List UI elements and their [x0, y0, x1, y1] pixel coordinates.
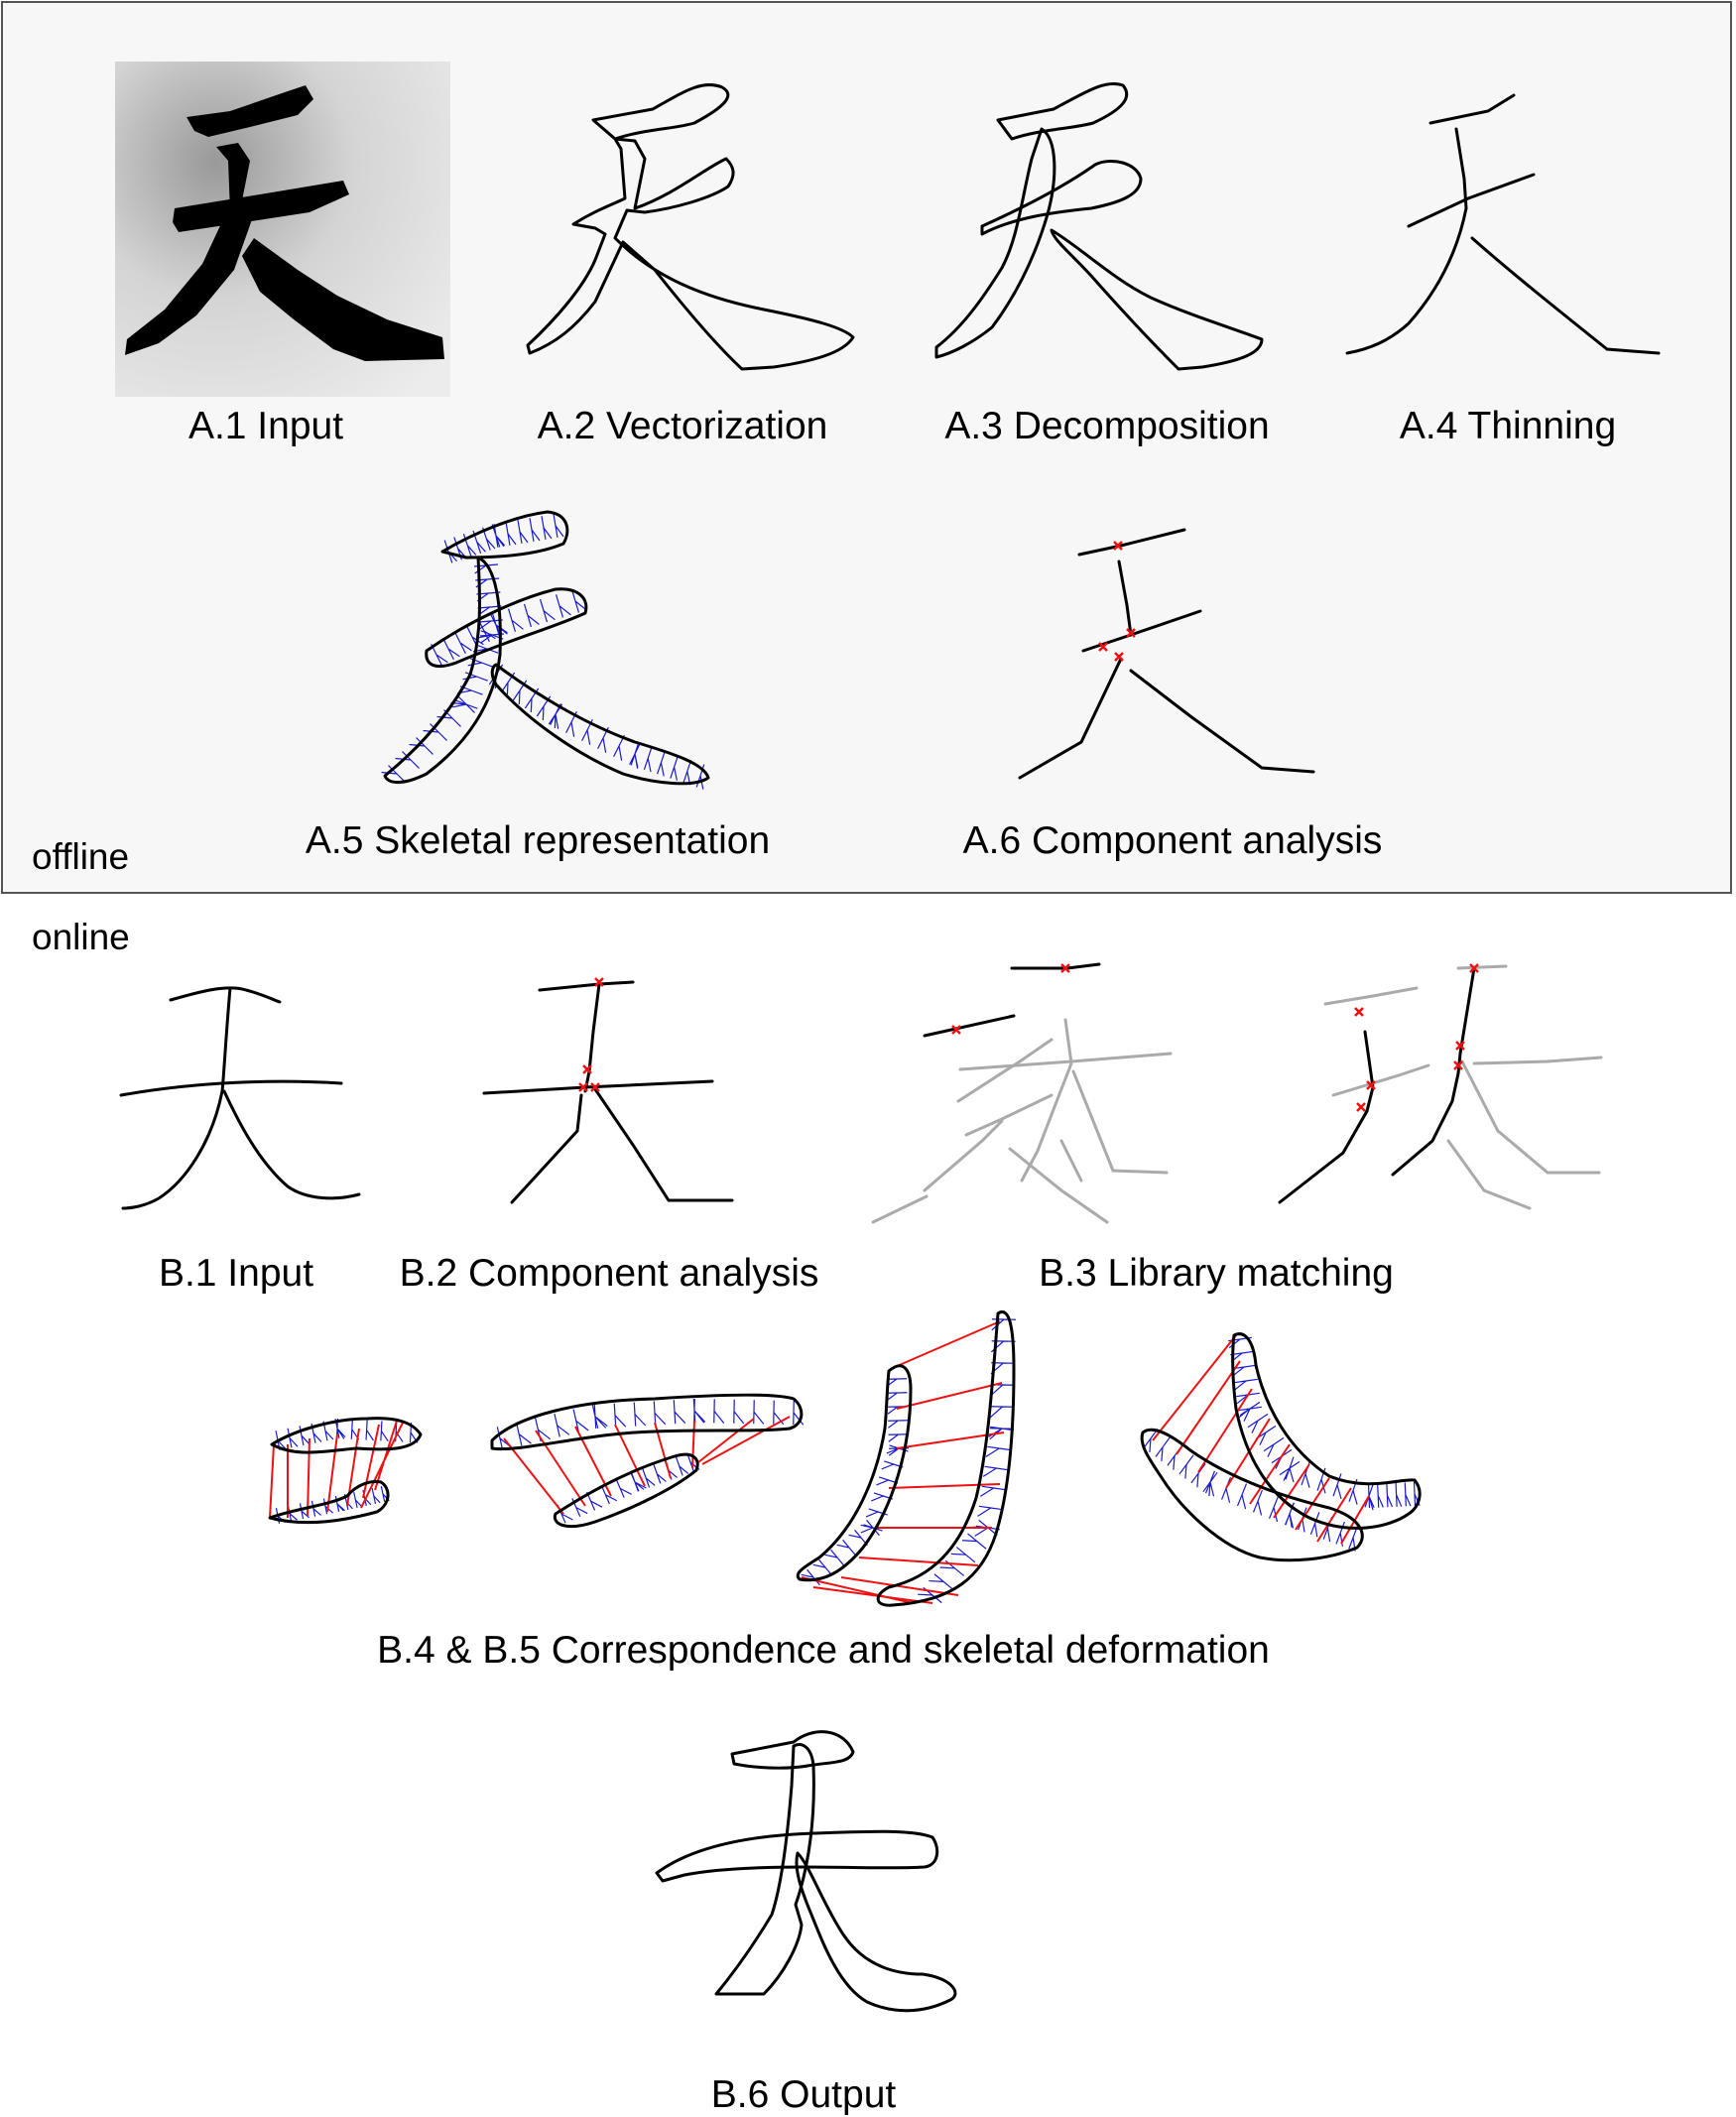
caption-b45: B.4 & B.5 Correspondence and skeletal de… [377, 1629, 1270, 1672]
b3-library-match-2 [1278, 963, 1603, 1210]
skeleton-fan-lines [918, 1318, 1017, 1604]
caption-a5: A.5 Skeletal representation [305, 819, 771, 862]
skeleton-fan-lines [431, 589, 587, 667]
caption-a2: A.2 Vectorization [537, 405, 828, 447]
skeleton-fan-lines [1143, 1428, 1358, 1552]
skeleton-fan-lines [381, 563, 505, 783]
a4-thinned-skeleton [1345, 93, 1661, 355]
section-label-online: online [32, 917, 130, 957]
b45-correspondence-3 [796, 1310, 1017, 1607]
caption-a3: A.3 Decomposition [944, 405, 1270, 447]
a6-component-skeleton [1018, 528, 1315, 780]
caption-b1: B.1 Input [158, 1252, 314, 1295]
caption-a4: A.4 Thinning [1399, 405, 1617, 447]
a5-skeletal-representation [381, 510, 710, 790]
skeleton-fan-lines [801, 1378, 910, 1586]
skeleton-fan-lines [275, 1486, 390, 1524]
caption-a6: A.6 Component analysis [962, 819, 1383, 862]
b45-correspondence-1 [268, 1417, 423, 1525]
b45-correspondence-4 [1140, 1332, 1422, 1562]
b3-library-match-1 [871, 962, 1173, 1224]
b6-output-glyph [655, 1730, 957, 2013]
caption-a1: A.1 Input [187, 405, 344, 447]
a1-input-bitmap [115, 62, 450, 397]
skeleton-fan-lines [557, 1452, 700, 1524]
caption-b3: B.3 Library matching [1039, 1252, 1394, 1295]
skeleton-fan-lines [275, 1418, 419, 1450]
caption-b2: B.2 Component analysis [399, 1252, 819, 1295]
a2-vectorized-outline [526, 82, 855, 371]
caption-b6: B.6 Output [710, 2073, 897, 2116]
b1-input-strokes [119, 986, 361, 1210]
b2-component-skeleton [482, 977, 734, 1204]
section-label-offline: offline [32, 836, 130, 877]
a3-decomposed-outlines [934, 82, 1264, 371]
b45-correspondence-2 [490, 1393, 805, 1528]
